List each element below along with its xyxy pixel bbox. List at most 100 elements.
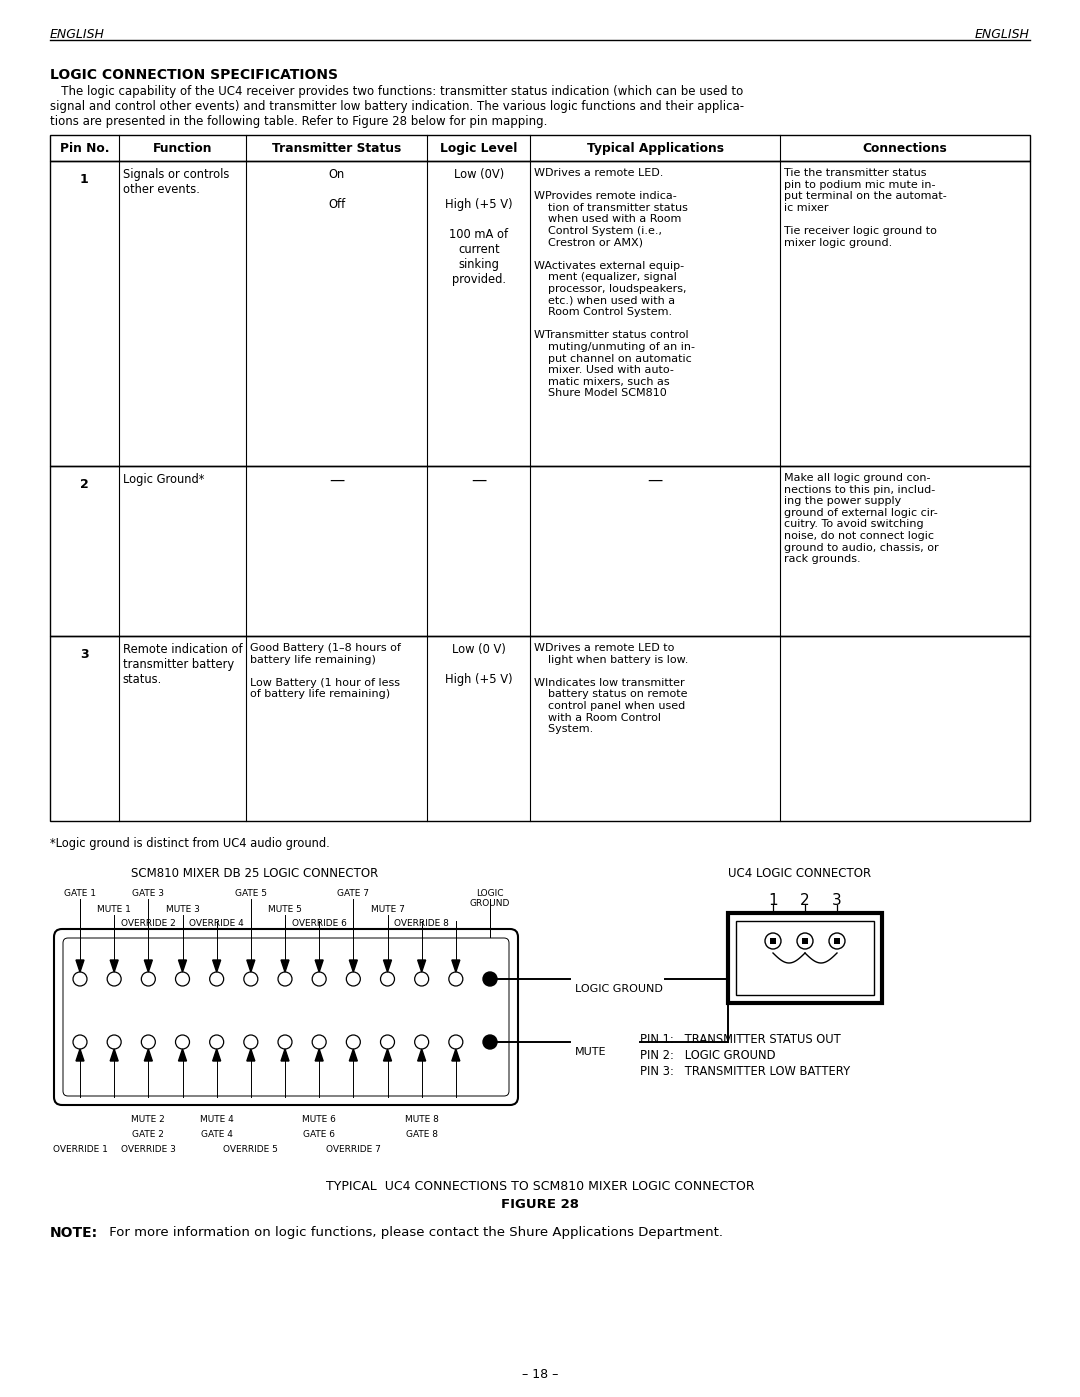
Bar — [770, 937, 777, 944]
Polygon shape — [383, 960, 391, 972]
Text: GATE 8: GATE 8 — [406, 1130, 437, 1139]
Text: OVERRIDE 6: OVERRIDE 6 — [292, 919, 347, 928]
Text: GATE 3: GATE 3 — [133, 888, 164, 898]
Circle shape — [210, 1035, 224, 1049]
Polygon shape — [247, 1049, 255, 1060]
Polygon shape — [213, 960, 220, 972]
Text: OVERRIDE 8: OVERRIDE 8 — [394, 919, 449, 928]
Polygon shape — [178, 960, 187, 972]
Polygon shape — [213, 1049, 220, 1060]
Text: OVERRIDE 1: OVERRIDE 1 — [53, 1146, 107, 1154]
Bar — [735, 921, 874, 995]
Circle shape — [483, 1035, 497, 1049]
Text: GATE 7: GATE 7 — [337, 888, 369, 898]
Text: *Logic ground is distinct from UC4 audio ground.: *Logic ground is distinct from UC4 audio… — [50, 837, 329, 849]
Text: NOTE:: NOTE: — [50, 1227, 98, 1241]
Text: WDrives a remote LED.

WProvides remote indica-
    tion of transmitter status
 : WDrives a remote LED. WProvides remote i… — [535, 168, 696, 398]
Text: OVERRIDE 3: OVERRIDE 3 — [121, 1146, 176, 1154]
Text: Remote indication of
transmitter battery
status.: Remote indication of transmitter battery… — [123, 643, 242, 686]
Text: Pin No.: Pin No. — [59, 142, 109, 155]
Polygon shape — [451, 960, 460, 972]
Circle shape — [141, 1035, 156, 1049]
Text: Logic Level: Logic Level — [440, 142, 517, 155]
Text: GATE 6: GATE 6 — [303, 1130, 335, 1139]
Text: PIN 2:   LOGIC GROUND: PIN 2: LOGIC GROUND — [640, 1049, 775, 1062]
Text: OVERRIDE 4: OVERRIDE 4 — [189, 919, 244, 928]
Circle shape — [449, 972, 463, 986]
Text: MUTE 5: MUTE 5 — [268, 905, 302, 914]
Text: Typical Applications: Typical Applications — [586, 142, 724, 155]
Text: Transmitter Status: Transmitter Status — [272, 142, 402, 155]
Text: MUTE 2: MUTE 2 — [132, 1115, 165, 1125]
Circle shape — [107, 1035, 121, 1049]
Circle shape — [175, 1035, 189, 1049]
Polygon shape — [178, 1049, 187, 1060]
Text: LOGIC GROUND: LOGIC GROUND — [575, 983, 663, 995]
Text: —: — — [329, 474, 345, 488]
Text: Low (0V)

High (+5 V)

100 mA of
current
sinking
provided.: Low (0V) High (+5 V) 100 mA of current s… — [445, 168, 513, 286]
Circle shape — [73, 972, 87, 986]
Circle shape — [244, 1035, 258, 1049]
Text: For more information on logic functions, please contact the Shure Applications D: For more information on logic functions,… — [105, 1227, 723, 1239]
Circle shape — [312, 972, 326, 986]
Text: GATE 4: GATE 4 — [201, 1130, 232, 1139]
Circle shape — [829, 933, 845, 949]
Text: OVERRIDE 2: OVERRIDE 2 — [121, 919, 176, 928]
Circle shape — [278, 972, 292, 986]
Circle shape — [210, 972, 224, 986]
Circle shape — [73, 1035, 87, 1049]
Text: 1: 1 — [80, 173, 89, 186]
Polygon shape — [349, 1049, 357, 1060]
Text: – 18 –: – 18 – — [522, 1368, 558, 1382]
Circle shape — [107, 972, 121, 986]
Text: TYPICAL  UC4 CONNECTIONS TO SCM810 MIXER LOGIC CONNECTOR: TYPICAL UC4 CONNECTIONS TO SCM810 MIXER … — [326, 1180, 754, 1193]
Text: GATE 2: GATE 2 — [133, 1130, 164, 1139]
Text: —: — — [471, 474, 486, 488]
Text: Make all logic ground con-
nections to this pin, includ-
ing the power supply
gr: Make all logic ground con- nections to t… — [784, 474, 939, 564]
Bar — [50, 636, 1030, 821]
Polygon shape — [418, 1049, 426, 1060]
Bar — [834, 937, 840, 944]
Text: MUTE 8: MUTE 8 — [405, 1115, 438, 1125]
Circle shape — [278, 1035, 292, 1049]
Text: Function: Function — [152, 142, 212, 155]
Text: LOGIC
GROUND: LOGIC GROUND — [470, 888, 510, 908]
Text: MUTE 4: MUTE 4 — [200, 1115, 233, 1125]
Text: PIN 3:   TRANSMITTER LOW BATTERY: PIN 3: TRANSMITTER LOW BATTERY — [640, 1065, 850, 1078]
Text: —: — — [648, 474, 663, 488]
Polygon shape — [418, 960, 426, 972]
Text: The logic capability of the UC4 receiver provides two functions: transmitter sta: The logic capability of the UC4 receiver… — [50, 85, 744, 129]
Polygon shape — [110, 1049, 118, 1060]
Text: FIGURE 28: FIGURE 28 — [501, 1199, 579, 1211]
Text: 1: 1 — [768, 893, 778, 908]
Polygon shape — [349, 960, 357, 972]
Text: Low (0 V)

High (+5 V): Low (0 V) High (+5 V) — [445, 643, 513, 686]
Polygon shape — [247, 960, 255, 972]
Text: OVERRIDE 5: OVERRIDE 5 — [224, 1146, 279, 1154]
Bar — [50, 467, 1030, 636]
Circle shape — [415, 972, 429, 986]
Polygon shape — [281, 1049, 289, 1060]
Circle shape — [449, 1035, 463, 1049]
Circle shape — [797, 933, 813, 949]
Polygon shape — [76, 1049, 84, 1060]
Circle shape — [312, 1035, 326, 1049]
FancyBboxPatch shape — [54, 929, 518, 1105]
Text: MUTE 7: MUTE 7 — [370, 905, 404, 914]
Bar — [50, 136, 1030, 161]
Text: ENGLISH: ENGLISH — [50, 28, 105, 41]
Text: 3: 3 — [80, 648, 89, 661]
Text: 3: 3 — [832, 893, 842, 908]
Text: UC4 LOGIC CONNECTOR: UC4 LOGIC CONNECTOR — [728, 868, 872, 880]
Text: LOGIC CONNECTION SPECIFICATIONS: LOGIC CONNECTION SPECIFICATIONS — [50, 68, 338, 82]
Polygon shape — [76, 960, 84, 972]
Text: Signals or controls
other events.: Signals or controls other events. — [123, 168, 229, 196]
Text: GATE 1: GATE 1 — [64, 888, 96, 898]
Text: OVERRIDE 7: OVERRIDE 7 — [326, 1146, 381, 1154]
Text: Logic Ground*: Logic Ground* — [123, 474, 204, 486]
Text: 2: 2 — [80, 478, 89, 490]
Polygon shape — [383, 1049, 391, 1060]
Text: ENGLISH: ENGLISH — [975, 28, 1030, 41]
Text: MUTE 1: MUTE 1 — [97, 905, 131, 914]
Polygon shape — [315, 960, 323, 972]
